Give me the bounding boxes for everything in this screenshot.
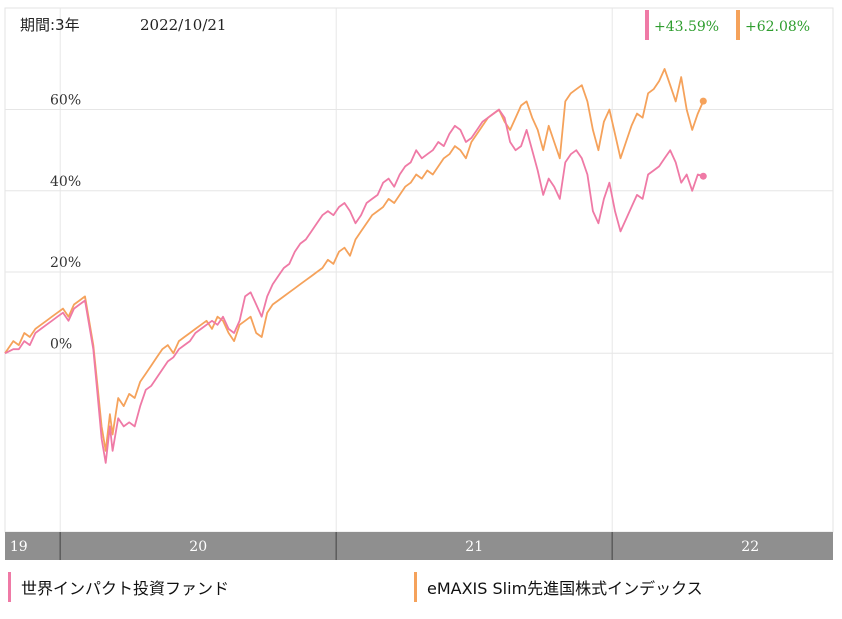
- badge-1-bar: [645, 10, 649, 40]
- chart: 0% 20% 40% 60% 期間:3年 2022/10/21 +43.59% +62…: [4, 7, 834, 560]
- badge-1-text: +43.59%: [654, 19, 719, 35]
- x-tick-label: 19: [10, 539, 28, 555]
- series-line-0: [4, 108, 704, 464]
- x-tick-label: 21: [465, 539, 483, 555]
- series-line-1: [4, 68, 705, 452]
- badge-2-bar: [736, 10, 740, 40]
- legend-item-impact: 世界インパクト投資ファンド: [8, 572, 229, 602]
- period-label: 期間:3年: [20, 16, 80, 34]
- x-tick-label: 22: [741, 539, 759, 555]
- legend-swatch-emaxis: [414, 572, 417, 602]
- series-lines: [4, 68, 705, 464]
- x-tick-label: 20: [189, 539, 207, 555]
- badge-2-text: +62.08%: [745, 19, 810, 35]
- plot-background: [4, 7, 834, 533]
- legend-label-impact: 世界インパクト投資ファンド: [21, 579, 230, 598]
- y-tick-label: 60%: [50, 93, 81, 109]
- y-tick-label: 40%: [50, 174, 81, 190]
- date-label: 2022/10/21: [140, 16, 226, 34]
- series-end-marker-1: [699, 97, 707, 105]
- x-axis-band: 19 20 21 22: [5, 532, 833, 560]
- series-end-marker-0: [699, 172, 707, 180]
- y-tick-label: 0%: [50, 336, 72, 352]
- y-tick-label: 20%: [50, 255, 81, 271]
- x-axis-background: [5, 532, 833, 560]
- legend-swatch-impact: [8, 572, 11, 602]
- y-axis-labels: 0% 20% 40% 60%: [50, 93, 81, 353]
- legend-item-emaxis: eMAXIS Slim先進国株式インデックス: [414, 572, 703, 602]
- end-markers: [699, 97, 707, 180]
- grid: [5, 8, 833, 532]
- legend-label-emaxis: eMAXIS Slim先進国株式インデックス: [427, 579, 703, 598]
